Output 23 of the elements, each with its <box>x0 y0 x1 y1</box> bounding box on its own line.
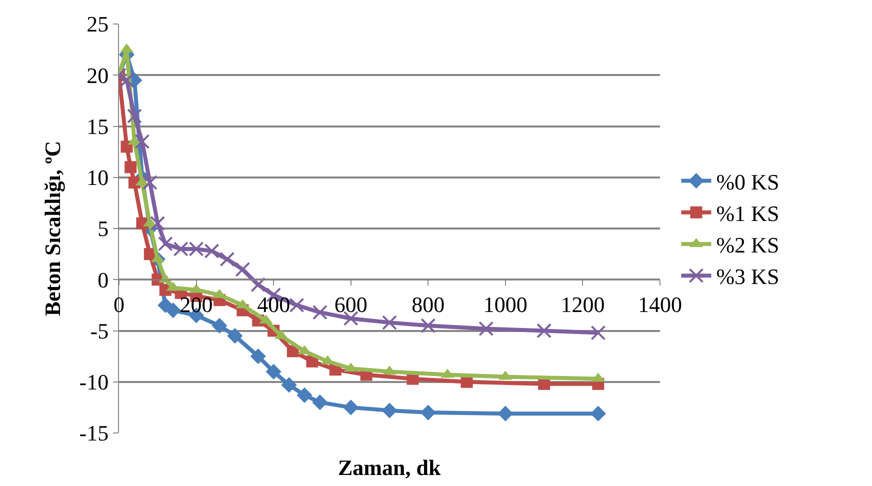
legend-label: %1 KS <box>716 200 780 226</box>
legend-label: %2 KS <box>716 232 780 258</box>
legend-label: %3 KS <box>716 264 780 290</box>
y-axis-title: Beton Sıcaklığı, ºC <box>40 140 66 316</box>
x-tick-label: 400 <box>257 292 290 318</box>
y-tick-label: 15 <box>86 114 109 139</box>
y-tick-label: 25 <box>86 12 109 37</box>
x-tick-label: 1000 <box>483 292 528 318</box>
y-tick-label: -10 <box>79 370 109 395</box>
legend-label: %0 KS <box>716 169 780 194</box>
x-tick-label: 800 <box>412 292 445 318</box>
x-tick-label: 1200 <box>560 292 605 318</box>
y-tick-label: 10 <box>86 165 109 190</box>
x-tick-label: 1400 <box>638 292 682 318</box>
y-tick-label: -15 <box>79 420 109 446</box>
x-tick-label: 200 <box>180 292 213 318</box>
y-tick-label: 0 <box>98 267 109 292</box>
x-tick-label: 600 <box>334 292 368 318</box>
x-tick-label: 0 <box>114 292 124 318</box>
x-axis-title: Zaman, dk <box>338 455 442 480</box>
y-tick-label: 20 <box>86 62 109 88</box>
y-tick-label: 5 <box>98 216 109 242</box>
y-tick-label: -5 <box>90 318 109 344</box>
